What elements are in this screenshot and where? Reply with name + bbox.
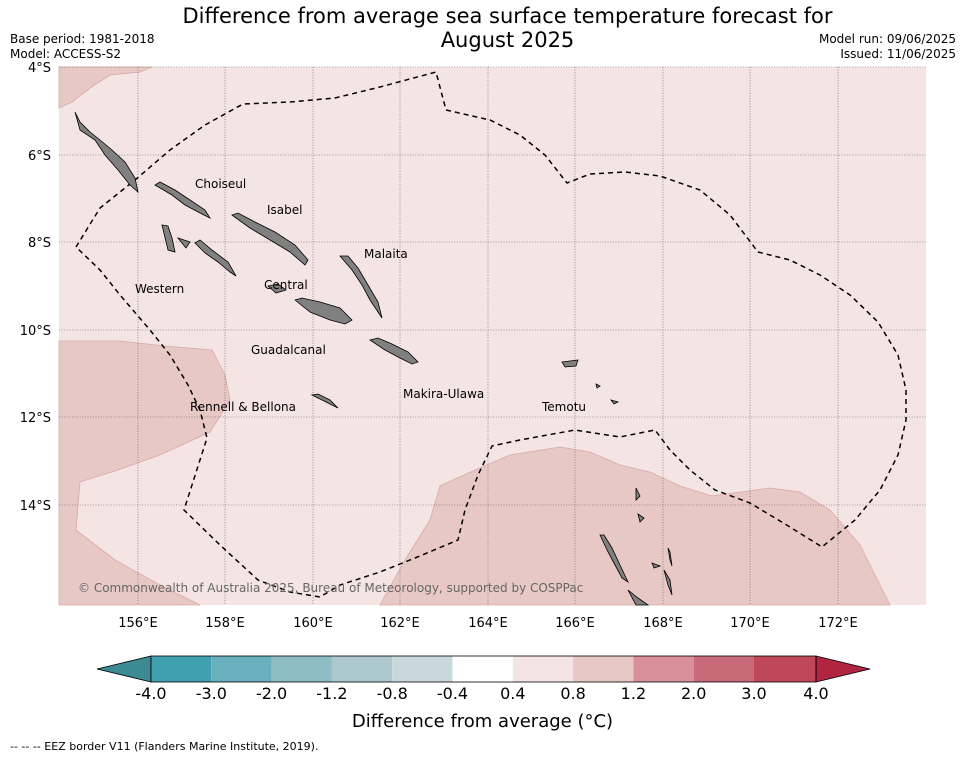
colorbar-title: Difference from average (°C) bbox=[351, 711, 614, 732]
lon-tick-168e: 168°E bbox=[643, 616, 683, 631]
lat-tick-12s: 12°S bbox=[20, 411, 51, 426]
makira-island bbox=[369, 337, 419, 365]
warm-anomaly-regions bbox=[58, 66, 891, 606]
western-islands bbox=[161, 224, 237, 277]
bougainville-island bbox=[74, 111, 139, 194]
warm-region-west bbox=[58, 340, 231, 606]
lat-tick-14s: 14°S bbox=[20, 499, 51, 514]
colorbar-label-11: 3.0 bbox=[741, 684, 766, 700]
colorbar-bin-5 bbox=[392, 656, 453, 682]
colorbar-bin-2 bbox=[211, 656, 272, 682]
colorbar-bin-7 bbox=[512, 656, 574, 682]
model-name: Model: ACCESS-S2 bbox=[10, 47, 122, 61]
guadalcanal-island bbox=[294, 297, 353, 325]
chart-title: Difference from average sea surface temp… bbox=[140, 4, 875, 52]
colorbar-under-arrow bbox=[96, 655, 152, 683]
lon-tick-156e: 156°E bbox=[118, 616, 158, 631]
colorbar-bin-1 bbox=[151, 656, 212, 682]
colorbar-bin-4 bbox=[331, 656, 393, 682]
run-info: Model run: 09/06/2025 Issued: 11/06/2025 bbox=[819, 32, 956, 62]
lon-tick-162e: 162°E bbox=[380, 616, 420, 631]
province-label-makira-ulawa: Makira-Ulawa bbox=[403, 387, 484, 401]
colorbar-label-8: 0.8 bbox=[560, 684, 585, 700]
lon-tick-170e: 170°E bbox=[730, 616, 770, 631]
lon-tick-172e: 172°E bbox=[818, 616, 858, 631]
colorbar-outline bbox=[150, 655, 817, 683]
lat-tick-4s: 4°S bbox=[28, 61, 51, 76]
colorbar-label-4: -1.2 bbox=[316, 684, 347, 700]
lon-tick-166e: 166°E bbox=[555, 616, 595, 631]
province-label-rennell-bellona: Rennell & Bellona bbox=[190, 400, 296, 414]
lat-tick-labels: 4°S 6°S 8°S 10°S 12°S 14°S bbox=[20, 61, 51, 514]
malaita-island bbox=[339, 255, 383, 319]
colorbar-bin-8 bbox=[573, 656, 634, 682]
lon-tick-160e: 160°E bbox=[293, 616, 333, 631]
colorbar-label-2: -3.0 bbox=[196, 684, 227, 700]
santa-cruz-islands bbox=[561, 359, 620, 405]
colorbar-bin-10 bbox=[693, 656, 754, 682]
central-islands bbox=[267, 283, 287, 294]
issued-date: Issued: 11/06/2025 bbox=[840, 47, 956, 61]
colorbar-over-arrow bbox=[815, 655, 871, 683]
province-label-malaita: Malaita bbox=[364, 247, 408, 261]
colorbar-label-9: 1.2 bbox=[621, 684, 646, 700]
colorbar: -4.0 -3.0 -2.0 -1.2 -0.8 -0.4 0.4 0.8 1.… bbox=[96, 655, 871, 700]
lon-tick-164e: 164°E bbox=[468, 616, 508, 631]
eez-footnote: -- -- -- EEZ border V11 (Flanders Marine… bbox=[10, 740, 319, 753]
province-label-isabel: Isabel bbox=[267, 203, 302, 217]
vanuatu-islands bbox=[599, 487, 673, 606]
model-info: Base period: 1981-2018 Model: ACCESS-S2 bbox=[10, 32, 155, 62]
lat-tick-6s: 6°S bbox=[28, 149, 51, 164]
colorbar-label-1: -4.0 bbox=[135, 684, 166, 700]
base-period: Base period: 1981-2018 bbox=[10, 32, 155, 46]
province-label-guadalcanal: Guadalcanal bbox=[251, 343, 326, 357]
choiseul-island bbox=[154, 181, 212, 219]
colorbar-bin-9 bbox=[633, 656, 694, 682]
colorbar-label-3: -2.0 bbox=[256, 684, 287, 700]
province-label-temotu: Temotu bbox=[541, 400, 586, 414]
rennell-island bbox=[310, 393, 339, 409]
colorbar-bin-6 bbox=[452, 656, 513, 682]
lat-tick-8s: 8°S bbox=[28, 236, 51, 251]
province-labels: Choiseul Isabel Malaita Western Central … bbox=[135, 177, 586, 414]
warm-region-southeast bbox=[379, 446, 891, 606]
isabel-island bbox=[231, 212, 309, 266]
model-run: Model run: 09/06/2025 bbox=[818, 32, 956, 46]
colorbar-label-7: 0.4 bbox=[500, 684, 525, 700]
province-label-central: Central bbox=[264, 278, 308, 292]
colorbar-label-6: -0.4 bbox=[437, 684, 468, 700]
colorbar-label-10: 2.0 bbox=[681, 684, 706, 700]
colorbar-label-12: 4.0 bbox=[803, 684, 828, 700]
title-line-2: August 2025 bbox=[440, 28, 575, 52]
province-label-western: Western bbox=[135, 282, 184, 296]
colorbar-bin-3 bbox=[271, 656, 332, 682]
colorbar-bin-11 bbox=[754, 656, 816, 682]
eez-border bbox=[75, 71, 907, 598]
map-figure: Choiseul Isabel Malaita Western Central … bbox=[20, 61, 926, 700]
lon-tick-158e: 158°E bbox=[205, 616, 245, 631]
province-label-choiseul: Choiseul bbox=[195, 177, 246, 191]
map-panel: Choiseul Isabel Malaita Western Central … bbox=[58, 66, 926, 606]
warm-region-north bbox=[58, 66, 153, 109]
lat-tick-10s: 10°S bbox=[20, 324, 51, 339]
lon-tick-labels: 156°E 158°E 160°E 162°E 164°E 166°E 168°… bbox=[118, 616, 858, 631]
copyright-notice: © Commonwealth of Australia 2025, Bureau… bbox=[78, 581, 583, 595]
title-line-1: Difference from average sea surface temp… bbox=[182, 4, 833, 28]
land-islands bbox=[74, 111, 673, 606]
colorbar-label-5: -0.8 bbox=[377, 684, 408, 700]
